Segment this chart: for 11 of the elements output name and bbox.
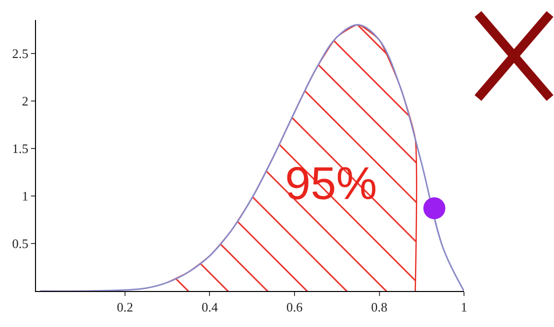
- y-tick-label: 0.5: [12, 236, 28, 252]
- y-tick-label: 1: [22, 188, 28, 204]
- line-series: [39, 24, 464, 291]
- y-tick-label: 2.5: [12, 46, 28, 61]
- x-tick-label: 1: [460, 300, 468, 315]
- x-tick-label: 0.4: [202, 300, 218, 315]
- x-tick-label: 0.2: [116, 300, 134, 315]
- y-tick-label: 2: [22, 93, 28, 108]
- x-tick-label: 0.6: [286, 300, 304, 315]
- y-tick-label: 1.5: [12, 140, 28, 156]
- x-tick-label: 0.8: [371, 300, 388, 315]
